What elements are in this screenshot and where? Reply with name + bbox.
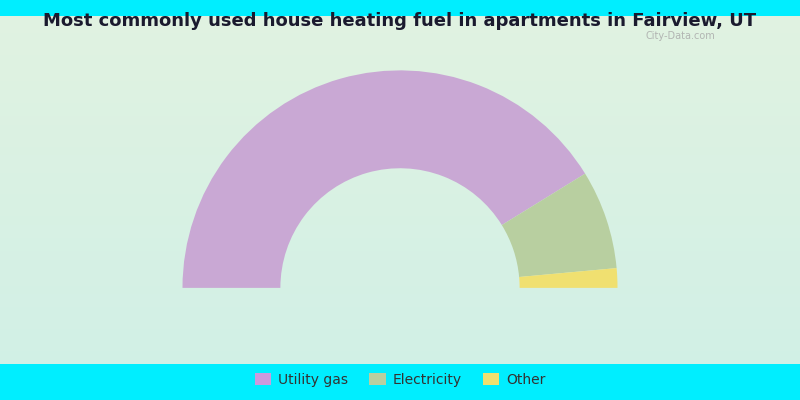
Bar [0, 173, 800, 177]
Bar [0, 286, 800, 290]
Wedge shape [502, 174, 617, 277]
Bar [0, 277, 800, 281]
Bar [0, 129, 800, 134]
Bar [0, 229, 800, 234]
Bar [0, 90, 800, 94]
Bar [0, 220, 800, 225]
Bar [0, 212, 800, 216]
Bar [0, 51, 800, 55]
Bar [0, 260, 800, 264]
Bar [0, 312, 800, 316]
Bar [0, 86, 800, 90]
Bar [0, 207, 800, 212]
Bar [0, 72, 800, 77]
Bar [0, 25, 800, 29]
Bar [0, 242, 800, 246]
Bar [0, 320, 800, 325]
Bar [0, 112, 800, 116]
Bar [0, 190, 800, 194]
Bar [0, 334, 800, 338]
Wedge shape [182, 70, 585, 288]
Bar [0, 290, 800, 294]
Bar [0, 294, 800, 299]
Bar [0, 251, 800, 255]
Bar [0, 308, 800, 312]
Wedge shape [519, 268, 618, 288]
Bar [0, 303, 800, 308]
Bar [0, 238, 800, 242]
Bar [0, 64, 800, 68]
Bar [0, 234, 800, 238]
Bar [0, 351, 800, 355]
Bar [0, 355, 800, 360]
Bar [0, 46, 800, 51]
Bar [0, 329, 800, 334]
Bar [0, 273, 800, 277]
Bar [0, 186, 800, 190]
Bar [0, 160, 800, 164]
Bar [0, 142, 800, 146]
Bar [0, 194, 800, 199]
Bar [0, 42, 800, 46]
Bar [0, 55, 800, 60]
Bar [0, 99, 800, 103]
Bar [0, 164, 800, 168]
Bar [0, 38, 800, 42]
Bar [0, 181, 800, 186]
Bar [0, 325, 800, 329]
Bar [0, 342, 800, 346]
Bar [0, 125, 800, 129]
Bar [0, 134, 800, 138]
Bar [0, 203, 800, 207]
Bar [0, 20, 800, 25]
Bar [0, 346, 800, 351]
Bar [0, 360, 800, 364]
Bar [0, 216, 800, 220]
Bar [0, 168, 800, 173]
Bar [0, 338, 800, 342]
Bar [0, 77, 800, 81]
Bar [0, 155, 800, 160]
Bar [0, 103, 800, 107]
Text: Most commonly used house heating fuel in apartments in Fairview, UT: Most commonly used house heating fuel in… [43, 12, 757, 30]
Bar [0, 316, 800, 320]
Bar [0, 246, 800, 251]
Bar [0, 264, 800, 268]
Bar [0, 81, 800, 86]
Bar [0, 138, 800, 142]
Bar [0, 120, 800, 125]
Bar [0, 16, 800, 20]
Bar [0, 177, 800, 181]
Legend: Utility gas, Electricity, Other: Utility gas, Electricity, Other [249, 368, 551, 392]
Bar [0, 60, 800, 64]
Bar [0, 116, 800, 120]
Bar [0, 34, 800, 38]
Bar [0, 268, 800, 273]
Bar [0, 299, 800, 303]
Bar [0, 146, 800, 151]
Bar [0, 29, 800, 34]
Bar [0, 107, 800, 112]
Bar [0, 68, 800, 72]
Bar [0, 151, 800, 155]
Bar [0, 94, 800, 99]
Bar [0, 255, 800, 260]
Bar [0, 225, 800, 229]
Bar [0, 281, 800, 286]
Bar [0, 199, 800, 203]
Text: City-Data.com: City-Data.com [646, 31, 715, 41]
